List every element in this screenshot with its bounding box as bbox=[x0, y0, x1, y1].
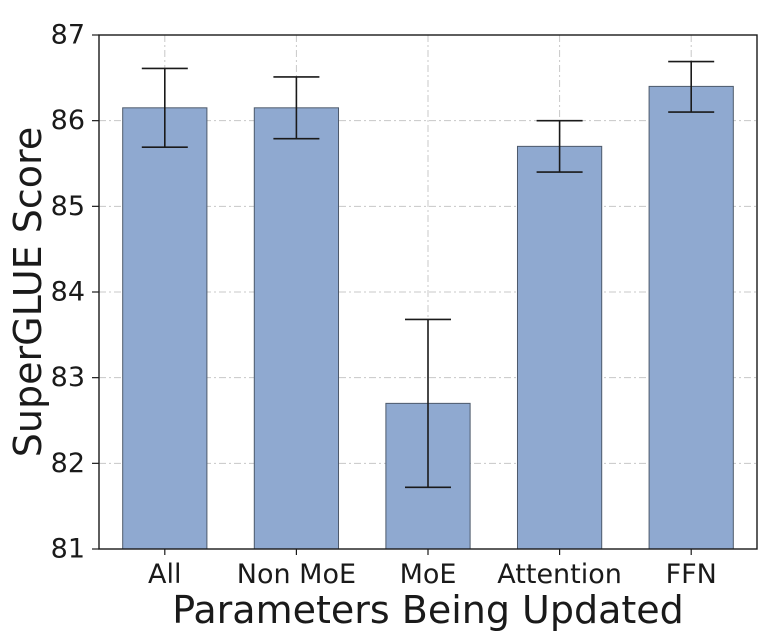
y-tick-label-2: 83 bbox=[51, 362, 85, 393]
y-tick-label-4: 85 bbox=[51, 191, 85, 222]
bar-0 bbox=[122, 107, 208, 550]
error-bar-0 bbox=[141, 67, 188, 149]
error-bar-1 bbox=[273, 76, 320, 140]
y-tick-label-6: 87 bbox=[51, 20, 85, 51]
bar-3 bbox=[516, 145, 603, 550]
y-tick-label-5: 86 bbox=[51, 105, 85, 136]
error-bar-4 bbox=[668, 60, 715, 113]
y-tick-label-0: 81 bbox=[51, 534, 85, 565]
x-tick-label-1: Non MoE bbox=[237, 559, 356, 590]
y-tick-label-3: 84 bbox=[51, 277, 85, 308]
x-axis-title: Parameters Being Updated bbox=[172, 588, 684, 632]
error-bar-2 bbox=[405, 318, 451, 489]
bar-1 bbox=[253, 107, 340, 550]
error-bar-3 bbox=[536, 119, 583, 173]
x-tick-label-4: FFN bbox=[666, 559, 717, 590]
x-tick-label-0: All bbox=[148, 559, 181, 590]
y-axis-title: SuperGLUE Score bbox=[6, 127, 50, 457]
x-tick-label-2: MoE bbox=[400, 559, 457, 590]
y-axis-ticks: 81 82 83 84 85 86 87 bbox=[51, 20, 99, 565]
bars bbox=[122, 85, 734, 550]
x-axis-ticks: All Non MoE MoE Attention FFN bbox=[148, 549, 717, 590]
x-tick-label-3: Attention bbox=[497, 559, 622, 590]
y-tick-label-1: 82 bbox=[51, 448, 85, 479]
bar-4 bbox=[648, 85, 734, 550]
error-bars bbox=[141, 60, 715, 489]
